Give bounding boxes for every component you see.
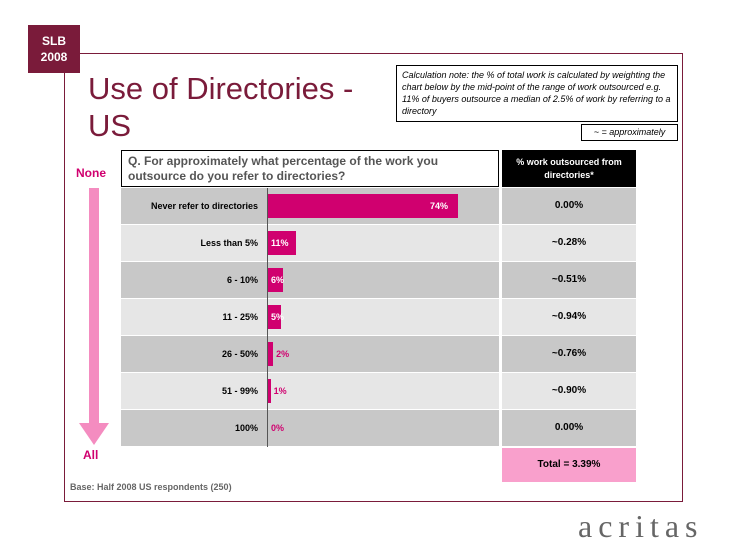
chart-row: Less than 5% bbox=[121, 225, 499, 261]
pct-work-header: % work outsourced from directories* bbox=[502, 150, 636, 187]
category-label: Less than 5% bbox=[200, 238, 258, 248]
bar-value-label: 1% bbox=[273, 386, 287, 396]
bar-value-label: 74% bbox=[430, 201, 449, 211]
arrow-bottom-label: All bbox=[83, 448, 99, 462]
pct-work-cell: ~0.90% bbox=[502, 373, 636, 409]
bar-value-label: 11% bbox=[271, 238, 289, 248]
category-label: 26 - 50% bbox=[221, 349, 258, 359]
calculation-note: Calculation note: the % of total work is… bbox=[396, 65, 678, 122]
pct-work-cell: ~0.94% bbox=[502, 299, 636, 335]
badge-line2: 2008 bbox=[40, 50, 68, 64]
category-label: 100% bbox=[234, 423, 258, 433]
approx-note: ~ = approximately bbox=[581, 124, 678, 141]
pct-work-cell: 0.00% bbox=[502, 188, 636, 224]
pct-work-cell: ~0.28% bbox=[502, 225, 636, 261]
category-label: Never refer to directories bbox=[150, 201, 258, 211]
page-title: Use of Directories - US bbox=[88, 71, 354, 143]
bar bbox=[268, 305, 281, 329]
total-cell: Total = 3.39% bbox=[502, 448, 636, 482]
chart-row: 26 - 50% bbox=[121, 336, 499, 372]
bar bbox=[268, 231, 297, 255]
bar bbox=[268, 342, 274, 366]
pct-work-cell: ~0.76% bbox=[502, 336, 636, 372]
bar-value-label: 0% bbox=[271, 423, 285, 433]
year-badge: SLB 2008 bbox=[28, 25, 80, 73]
chart-row: 11 - 25% bbox=[121, 299, 499, 335]
bar-value-label: 2% bbox=[276, 349, 290, 359]
bar bbox=[268, 268, 284, 292]
chart-row: 51 - 99% bbox=[121, 373, 499, 409]
survey-question: Q. For approximately what percentage of … bbox=[121, 150, 499, 187]
bar-value-label: 5% bbox=[271, 312, 285, 322]
chart-row: 100% bbox=[121, 410, 499, 446]
category-label: 6 - 10% bbox=[226, 275, 258, 285]
acritas-logo: acritas bbox=[578, 508, 704, 544]
base-note: Base: Half 2008 US respondents (250) bbox=[70, 482, 232, 492]
bar-value-label: 6% bbox=[271, 275, 285, 285]
badge-line1: SLB bbox=[42, 34, 66, 48]
slide-frame bbox=[64, 53, 683, 502]
arrow-top-label: None bbox=[76, 166, 106, 180]
chart-axis bbox=[267, 188, 268, 447]
bar bbox=[268, 194, 458, 218]
chart-row: 6 - 10% bbox=[121, 262, 499, 298]
category-label: 11 - 25% bbox=[222, 312, 258, 322]
category-label: 51 - 99% bbox=[221, 386, 258, 396]
down-arrow-icon bbox=[79, 188, 109, 445]
pct-work-cell: 0.00% bbox=[502, 410, 636, 446]
bar bbox=[268, 379, 271, 403]
pct-work-cell: ~0.51% bbox=[502, 262, 636, 298]
